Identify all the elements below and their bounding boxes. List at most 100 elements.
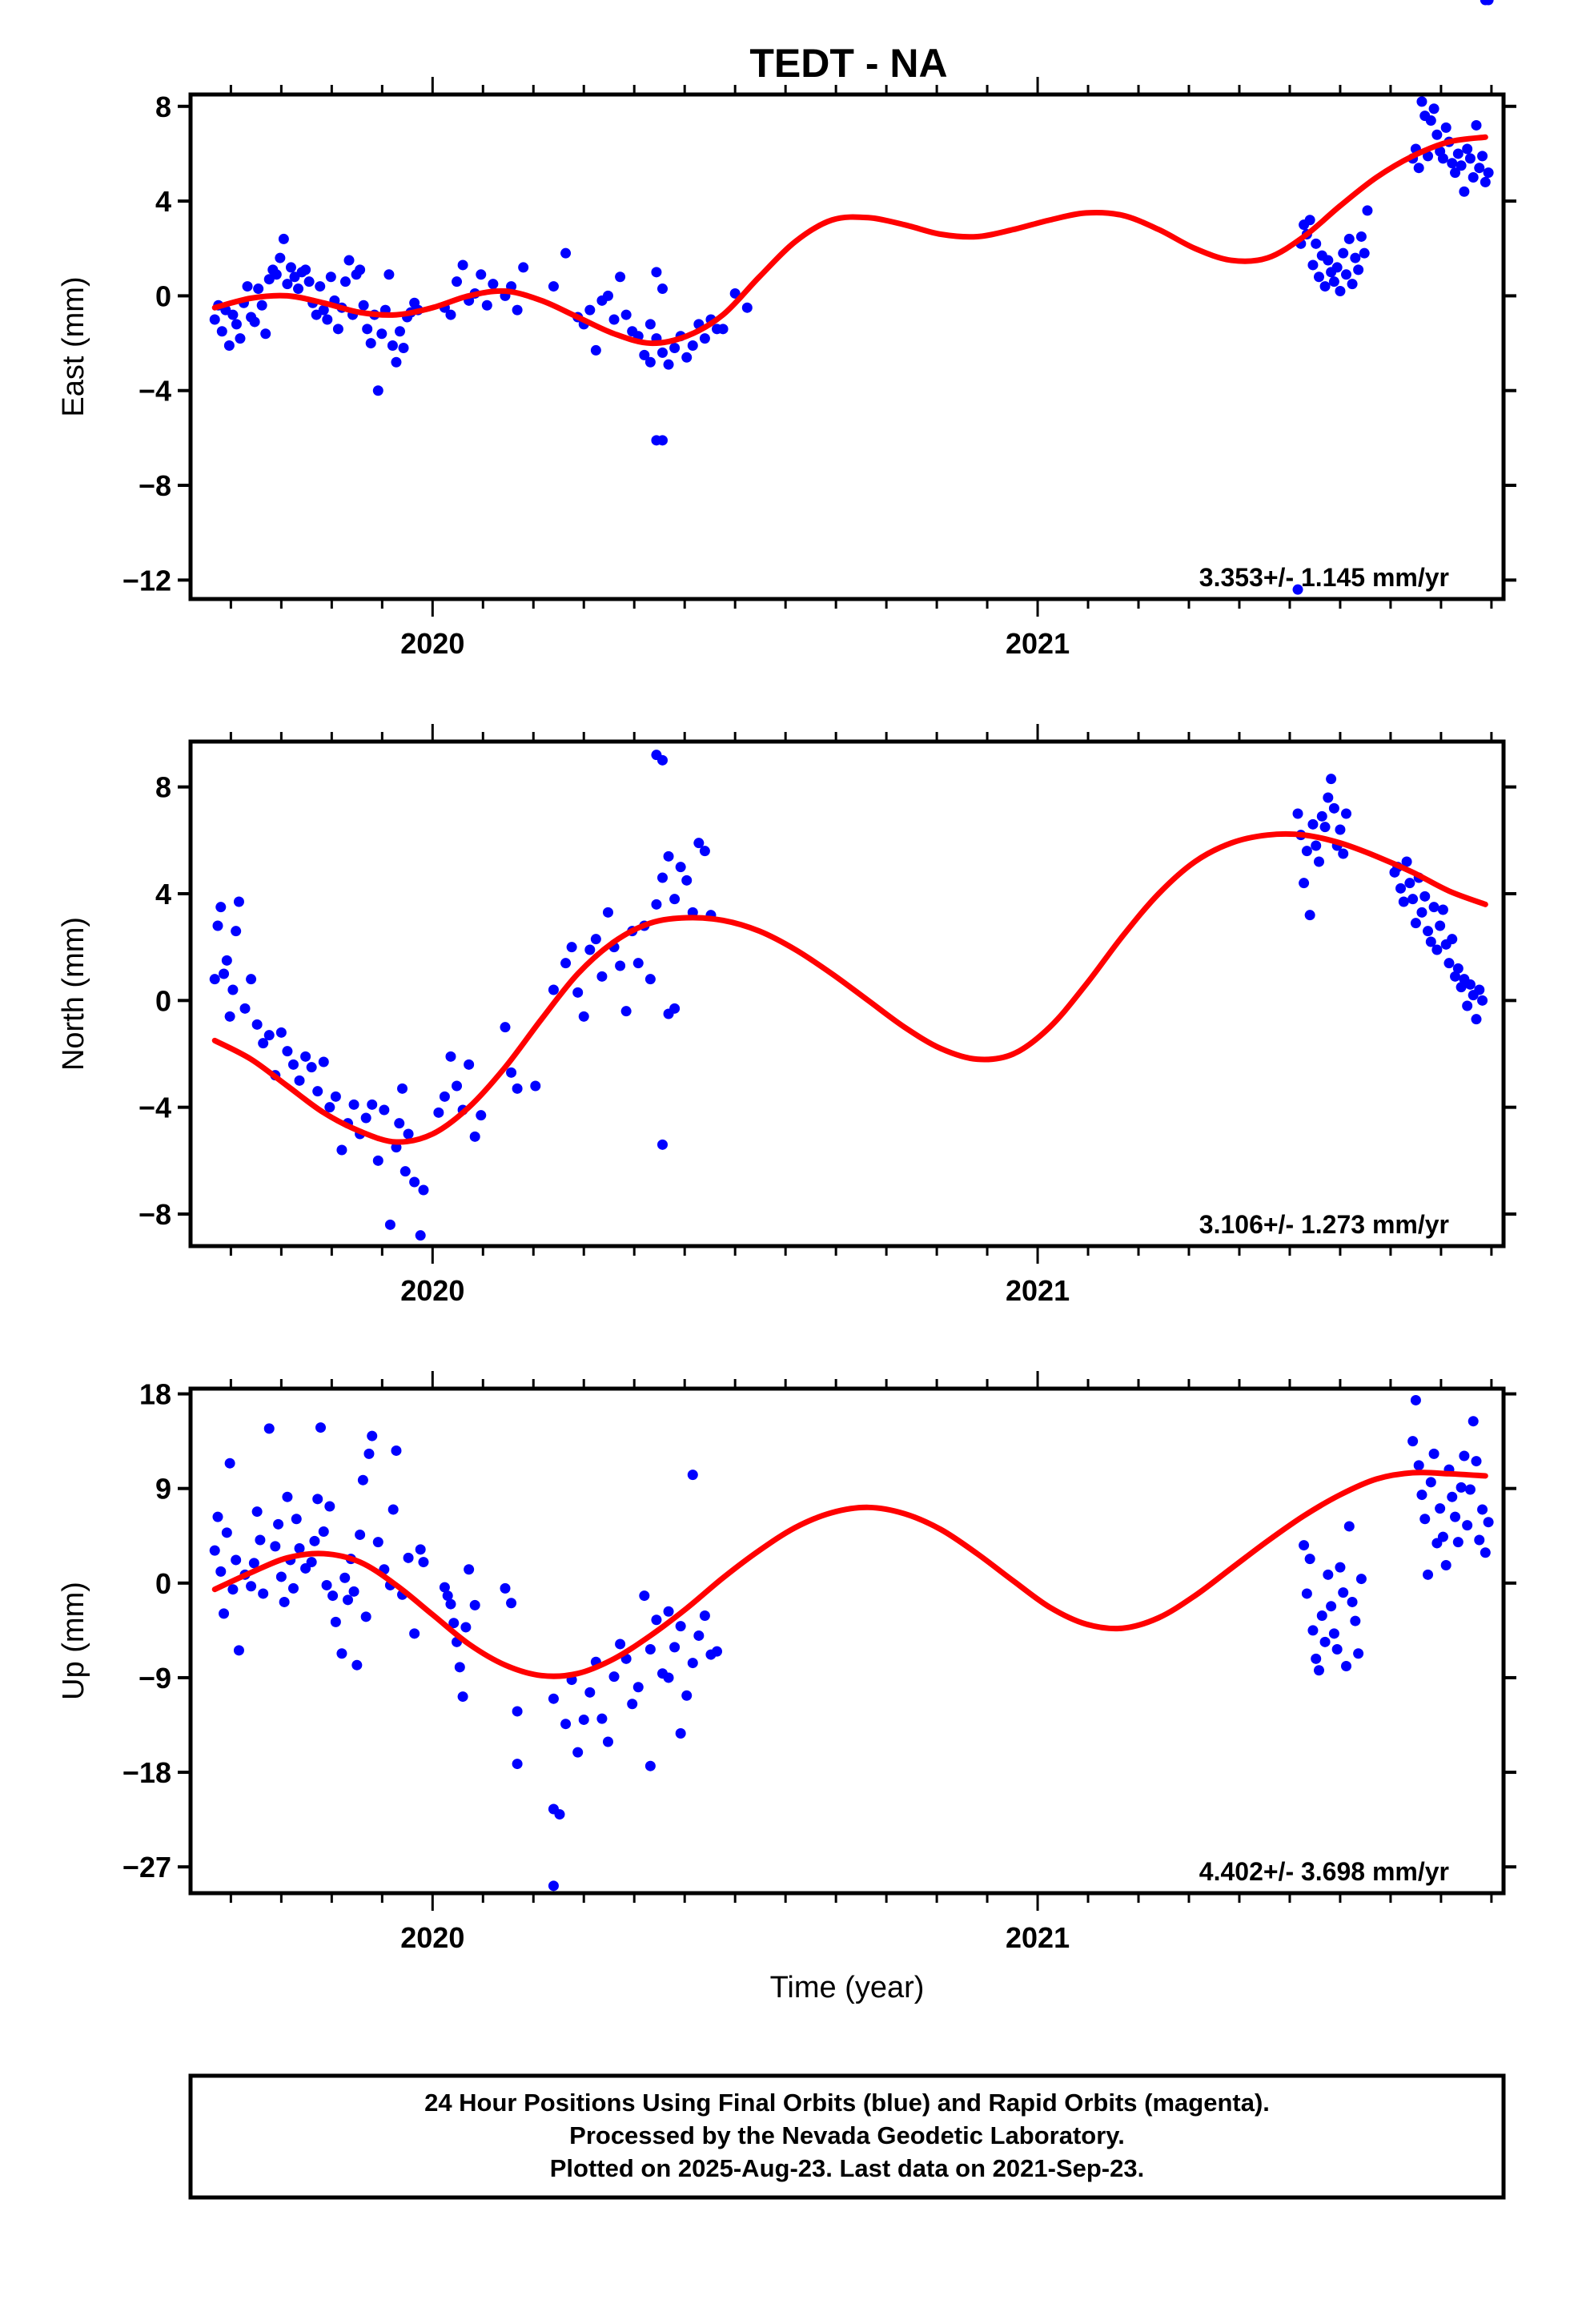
data-point	[602, 290, 613, 301]
panel-2: 8 4 0 −4 −8 2020 2021 North (mm) 3.106+/- 1.273 …	[57, 0, 1516, 1307]
data-point	[1474, 984, 1485, 995]
data-point	[1362, 205, 1373, 216]
data-point	[1299, 878, 1310, 889]
data-point	[590, 934, 601, 945]
data-point	[1428, 902, 1439, 913]
data-point	[336, 1648, 347, 1659]
data-point	[651, 267, 662, 278]
data-point	[394, 326, 405, 337]
data-point	[360, 1611, 371, 1622]
data-point	[442, 1590, 453, 1602]
data-point	[584, 304, 596, 316]
data-point	[608, 1671, 620, 1683]
data-point	[1338, 848, 1349, 859]
data-point	[717, 324, 729, 335]
data-point	[681, 875, 693, 886]
data-point	[1443, 958, 1455, 969]
data-point	[1483, 0, 1494, 6]
data-point	[578, 1011, 589, 1022]
data-point	[469, 1131, 480, 1142]
panel-1: 8 4 0 −4 −8 −12 2020 2021 East (mm) 3.353+/- 1.14…	[57, 77, 1516, 660]
data-point	[1483, 167, 1494, 179]
data-point	[398, 342, 409, 353]
data-point	[560, 1719, 572, 1730]
data-point	[251, 1506, 263, 1518]
data-point	[512, 1083, 523, 1094]
data-point	[1311, 1653, 1322, 1664]
y-tick-label: −4	[139, 375, 171, 408]
x-tick-label: 2021	[1006, 1921, 1070, 1954]
y-tick-label: −8	[139, 469, 171, 502]
x-axis-label: Time (year)	[770, 1971, 925, 2004]
y-tick-label: −8	[139, 1198, 171, 1231]
y-tick-label: −27	[122, 1851, 171, 1884]
data-point	[372, 385, 383, 396]
data-point	[231, 926, 242, 937]
data-point	[242, 281, 253, 292]
data-point	[1471, 1456, 1482, 1467]
data-point	[379, 1104, 390, 1116]
data-point	[1304, 215, 1315, 226]
panel-3: 18 9 0 −9 −18 −27 2020 2021 Up (mm) 4.402+/- 3.69…	[57, 1371, 1516, 2004]
data-point	[275, 252, 286, 263]
data-point	[615, 271, 626, 283]
data-point	[1477, 995, 1488, 1006]
data-points	[209, 1394, 1494, 1892]
data-point	[518, 262, 529, 273]
y-tick-label: 4	[155, 185, 171, 218]
data-point	[548, 281, 559, 292]
data-point	[339, 1572, 351, 1583]
data-point	[336, 1144, 347, 1156]
data-point	[669, 894, 681, 905]
data-point	[1304, 1554, 1315, 1565]
data-point	[1350, 252, 1361, 263]
data-point	[248, 1558, 259, 1569]
data-point	[512, 304, 523, 316]
data-point	[1459, 1450, 1470, 1462]
data-point	[394, 1118, 405, 1129]
data-point	[384, 1219, 396, 1230]
data-point	[669, 1642, 681, 1653]
data-point	[1355, 1574, 1367, 1585]
data-point	[318, 304, 329, 316]
data-point	[457, 1691, 468, 1703]
y-tick-label: 9	[155, 1473, 171, 1506]
data-point	[1338, 1587, 1349, 1598]
data-point	[339, 276, 351, 287]
plot-frame	[188, 1386, 1506, 1896]
data-point	[321, 1579, 332, 1590]
data-point	[1459, 186, 1470, 197]
data-point	[324, 1102, 335, 1113]
data-point	[1437, 1531, 1448, 1542]
data-point	[1410, 1394, 1421, 1405]
data-point	[1474, 163, 1485, 174]
y-tick-label: −12	[122, 564, 171, 597]
x-tick-label: 2021	[1006, 627, 1070, 660]
chart-title: TEDT - NA	[749, 41, 947, 86]
data-point	[231, 1554, 242, 1566]
data-point	[343, 255, 355, 266]
data-point	[1404, 878, 1415, 889]
data-point	[627, 1699, 638, 1710]
data-point	[512, 1706, 523, 1717]
data-point	[372, 1537, 383, 1548]
data-point	[481, 300, 492, 311]
data-point	[342, 1594, 353, 1606]
data-point	[663, 359, 674, 370]
data-point	[258, 1588, 269, 1599]
data-point	[584, 1687, 596, 1698]
x-tick-label: 2020	[400, 1921, 464, 1954]
data-points	[209, 96, 1494, 595]
data-point	[1301, 1588, 1312, 1599]
data-point	[1353, 264, 1364, 275]
data-point	[1323, 255, 1334, 266]
data-point	[457, 259, 468, 271]
y-tick-label: −18	[122, 1756, 171, 1789]
fit-curve	[211, 134, 1488, 347]
data-point	[1423, 1569, 1434, 1580]
data-point	[656, 754, 668, 766]
data-point	[530, 1080, 541, 1092]
data-point	[1319, 822, 1331, 833]
data-point	[246, 974, 257, 985]
data-point	[271, 269, 282, 280]
